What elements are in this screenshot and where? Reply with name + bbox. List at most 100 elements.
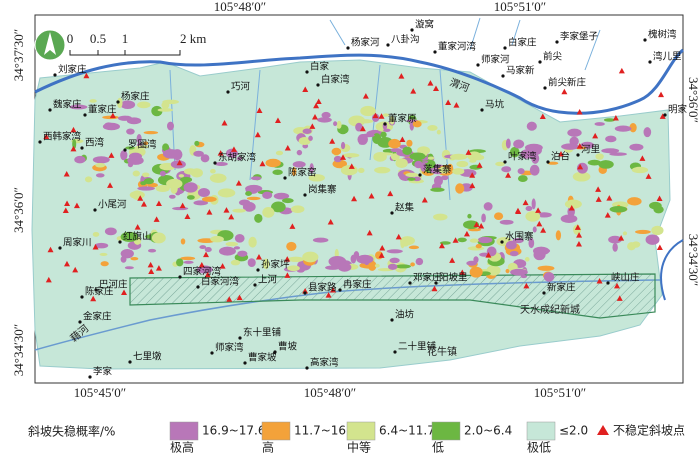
legend-point-label: 不稳定斜坡点 — [613, 423, 685, 438]
patch — [438, 166, 449, 174]
unstable-point — [204, 271, 211, 278]
patch — [209, 173, 227, 183]
unstable-point — [274, 117, 281, 123]
patch — [380, 131, 387, 138]
patch — [605, 135, 617, 143]
patch — [430, 187, 445, 192]
place-label: 二十里铺 — [398, 341, 436, 353]
patch — [265, 158, 281, 168]
patch — [167, 121, 174, 131]
patch — [127, 156, 144, 165]
patch — [262, 207, 275, 218]
patch — [412, 120, 422, 128]
place-label: 水围寨 — [505, 231, 534, 243]
place-dot — [238, 336, 242, 340]
unstable-point — [108, 152, 115, 158]
patch — [233, 246, 241, 250]
unstable-point — [147, 261, 154, 268]
place-label: 前尖 — [543, 51, 563, 63]
place-dot — [606, 281, 610, 285]
unstable-point — [536, 220, 543, 227]
patch — [162, 99, 179, 105]
unstable-point — [351, 195, 358, 202]
place-label: 河里 — [581, 144, 600, 156]
unstable-point — [522, 199, 529, 206]
patch — [452, 168, 465, 175]
unstable-point — [223, 207, 230, 213]
patch — [388, 138, 401, 149]
unstable-point — [459, 269, 466, 275]
patch — [180, 176, 193, 183]
place-dot — [48, 108, 52, 112]
patch — [477, 236, 493, 244]
place-label: 师家河 — [481, 54, 510, 66]
place-label: 小尾河 — [98, 199, 127, 211]
patch — [526, 121, 537, 131]
place-dot — [116, 100, 120, 104]
unstable-point — [561, 88, 568, 95]
patch — [387, 263, 398, 270]
patch — [120, 255, 127, 263]
place-label: 油坊 — [395, 309, 415, 321]
legend-range: 6.4~11.7 — [379, 424, 435, 438]
place-label: 杨家庄 — [121, 91, 150, 103]
place-label: 湾儿里 — [653, 51, 682, 63]
patch — [427, 124, 438, 131]
place-label: 金家庄 — [83, 311, 112, 323]
place-dot — [648, 60, 652, 64]
legend-level: 高 — [262, 440, 274, 455]
patch — [520, 274, 528, 279]
place-dot — [543, 86, 547, 90]
place-label: 岗集寨 — [308, 184, 337, 196]
patch — [126, 128, 135, 135]
river — [660, 239, 684, 301]
patch — [148, 248, 157, 253]
patch — [634, 229, 651, 235]
patch — [254, 213, 263, 223]
unstable-point — [179, 202, 186, 209]
patch — [200, 154, 210, 163]
patch — [547, 161, 559, 165]
place-dot — [386, 43, 390, 47]
unstable-point — [596, 277, 603, 284]
patch — [197, 188, 211, 198]
patch — [340, 165, 358, 176]
unstable-point — [64, 200, 71, 206]
place-label: 邓家庄 — [413, 272, 442, 284]
unstable-point — [478, 222, 485, 229]
unstable-point — [90, 295, 97, 302]
patch — [417, 146, 431, 155]
unstable-point — [107, 182, 114, 188]
patch — [273, 192, 290, 200]
place-label: 泊台 — [551, 151, 570, 163]
unstable-point — [72, 266, 79, 273]
unstable-point — [284, 256, 291, 262]
legend-swatch — [346, 421, 376, 441]
place-dot — [83, 113, 87, 117]
patch — [531, 198, 536, 210]
place-label: 陈家窑 — [288, 167, 317, 179]
place-dot — [663, 113, 667, 117]
place-label: 叶家湾 — [508, 151, 537, 163]
unstable-point — [465, 149, 472, 155]
place-label: 孙家坪 — [261, 259, 290, 271]
place-label: 峡山庄 — [611, 272, 640, 284]
patch — [609, 206, 628, 213]
patch — [210, 168, 216, 174]
patch — [420, 162, 427, 172]
scale-label: 1 — [122, 31, 129, 46]
patch — [89, 99, 97, 103]
patch — [84, 176, 93, 183]
patch — [527, 145, 542, 156]
unstable-point — [312, 113, 319, 120]
patch — [132, 170, 141, 177]
unstable-point — [137, 195, 144, 201]
patch — [529, 164, 540, 176]
place-dot — [316, 83, 320, 87]
unstable-point — [540, 227, 547, 233]
patch — [331, 147, 342, 156]
patch — [440, 175, 449, 180]
unstable-point — [302, 86, 309, 93]
patch — [358, 140, 363, 145]
patch — [217, 188, 236, 198]
